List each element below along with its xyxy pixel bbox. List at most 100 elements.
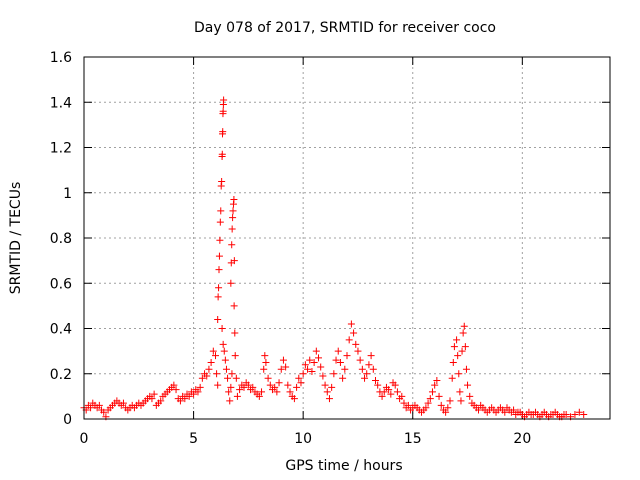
data-point bbox=[290, 395, 298, 403]
data-point bbox=[341, 365, 349, 373]
data-point bbox=[424, 399, 432, 407]
data-point bbox=[228, 241, 236, 249]
data-point bbox=[387, 390, 395, 398]
data-point bbox=[150, 390, 158, 398]
data-point bbox=[277, 365, 285, 373]
data-point bbox=[228, 225, 236, 233]
data-point bbox=[185, 392, 193, 400]
data-point bbox=[227, 383, 235, 391]
y-axis-title: SRMTID / TECUs bbox=[8, 182, 24, 295]
data-point bbox=[170, 381, 178, 389]
data-point bbox=[312, 347, 320, 355]
data-point bbox=[510, 406, 518, 414]
data-point bbox=[279, 356, 287, 364]
grid bbox=[84, 57, 610, 419]
data-point bbox=[236, 386, 244, 394]
data-point bbox=[426, 395, 434, 403]
data-point bbox=[264, 374, 272, 382]
data-point bbox=[227, 279, 235, 287]
data-point bbox=[580, 410, 588, 418]
data-point bbox=[228, 370, 236, 378]
y-tick-label: 1.6 bbox=[50, 50, 72, 66]
data-point bbox=[258, 388, 266, 396]
data-point bbox=[100, 408, 108, 416]
data-point bbox=[275, 379, 283, 387]
data-point bbox=[454, 352, 462, 360]
data-point bbox=[361, 374, 369, 382]
data-point bbox=[284, 381, 292, 389]
data-point bbox=[345, 336, 353, 344]
x-tick-label: 20 bbox=[513, 431, 531, 447]
data-point bbox=[218, 177, 226, 185]
y-tick-label: 0.8 bbox=[50, 231, 72, 247]
data-point bbox=[230, 257, 238, 265]
data-point bbox=[358, 365, 366, 373]
data-point bbox=[249, 383, 257, 391]
y-tick-label: 0.4 bbox=[50, 322, 72, 338]
data-point bbox=[571, 410, 579, 418]
data-point bbox=[260, 365, 268, 373]
data-point bbox=[157, 397, 165, 405]
data-point bbox=[214, 315, 222, 323]
data-point bbox=[352, 340, 360, 348]
data-point bbox=[347, 320, 355, 328]
data-point bbox=[306, 356, 314, 364]
data-point bbox=[317, 363, 325, 371]
data-points bbox=[80, 96, 588, 421]
data-point bbox=[261, 352, 269, 360]
data-point bbox=[215, 266, 223, 274]
y-tick-label: 1.2 bbox=[50, 141, 72, 157]
data-point bbox=[240, 383, 248, 391]
x-tick-label: 10 bbox=[294, 431, 312, 447]
data-point bbox=[301, 361, 309, 369]
data-point bbox=[198, 374, 206, 382]
data-point bbox=[215, 284, 223, 292]
data-point bbox=[330, 370, 338, 378]
data-point bbox=[442, 408, 450, 416]
data-point bbox=[339, 374, 347, 382]
data-point bbox=[363, 370, 371, 378]
data-point bbox=[205, 365, 213, 373]
data-point bbox=[222, 365, 230, 373]
data-point bbox=[422, 404, 430, 412]
data-point bbox=[214, 293, 222, 301]
data-point bbox=[371, 377, 379, 385]
data-point bbox=[433, 377, 441, 385]
data-point bbox=[450, 343, 458, 351]
x-tick-label: 5 bbox=[189, 431, 198, 447]
data-point bbox=[446, 397, 454, 405]
data-point bbox=[218, 150, 226, 158]
data-point bbox=[328, 383, 336, 391]
data-point bbox=[458, 347, 466, 355]
data-point bbox=[404, 401, 412, 409]
data-point bbox=[231, 352, 239, 360]
data-point bbox=[304, 365, 312, 373]
tick-labels: 0 0.2 0.4 0.6 0.8 1 1.2 1.4 1.6 0 5 10 15 20 bbox=[50, 50, 532, 447]
data-point bbox=[356, 356, 364, 364]
data-point bbox=[220, 347, 228, 355]
data-point bbox=[218, 325, 226, 332]
data-point bbox=[213, 370, 221, 378]
data-point bbox=[203, 372, 211, 380]
data-point bbox=[393, 388, 401, 396]
data-point bbox=[273, 388, 281, 396]
data-point bbox=[295, 374, 303, 382]
data-point bbox=[87, 404, 95, 412]
data-point bbox=[391, 381, 399, 389]
data-point bbox=[475, 406, 482, 414]
data-point bbox=[354, 347, 362, 355]
chart-title: Day 078 of 2017, SRMTID for receiver coc… bbox=[194, 20, 496, 36]
data-point bbox=[214, 381, 222, 389]
y-tick-label: 0.2 bbox=[50, 367, 72, 383]
data-point bbox=[231, 329, 239, 337]
data-point bbox=[196, 383, 204, 391]
data-point bbox=[95, 401, 103, 409]
y-tick-label: 1.4 bbox=[50, 95, 72, 111]
data-point bbox=[449, 358, 457, 366]
data-point bbox=[217, 207, 225, 215]
data-point bbox=[293, 383, 301, 391]
data-point bbox=[350, 329, 358, 337]
data-point bbox=[437, 401, 445, 409]
data-point bbox=[374, 381, 382, 389]
data-point bbox=[315, 354, 323, 362]
